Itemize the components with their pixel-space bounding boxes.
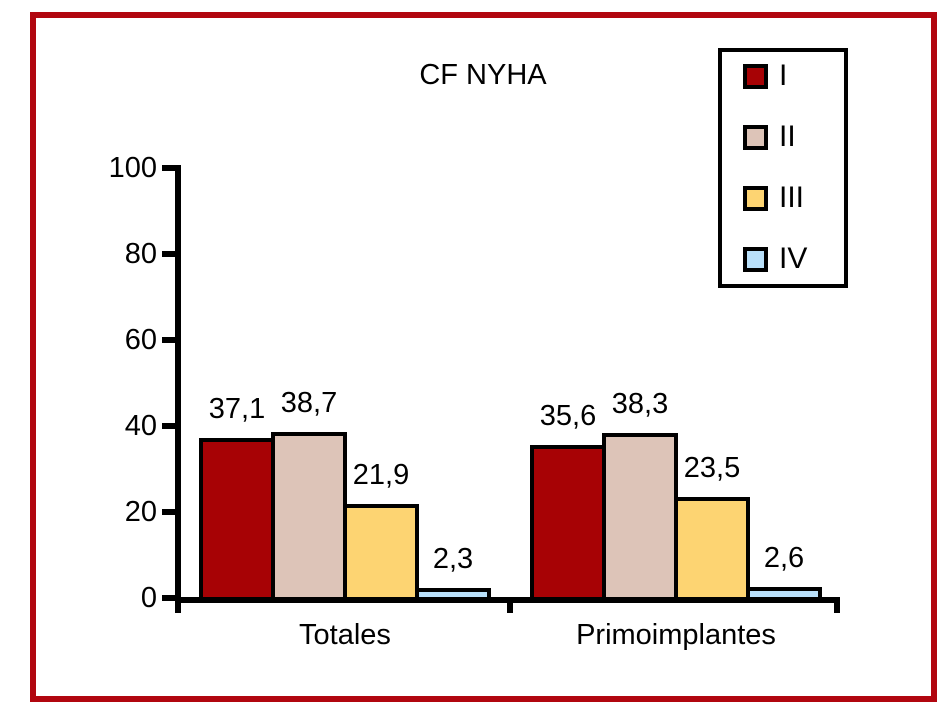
bar-ii-totales: [271, 432, 347, 601]
bar-i-primoimplantes: [530, 445, 606, 601]
category-label: Totales: [299, 619, 391, 651]
legend-swatch-ii: [743, 124, 768, 150]
legend-item-ii: II: [743, 120, 844, 153]
y-axis-line: [175, 165, 181, 613]
y-tick-label: 100: [108, 152, 157, 184]
y-tick: [162, 251, 177, 257]
value-label: 2,6: [763, 542, 805, 574]
legend-label: III: [779, 181, 805, 214]
bar-iii-totales: [343, 504, 419, 601]
y-tick-label: 60: [124, 324, 157, 356]
y-tick: [162, 165, 177, 171]
legend-label: II: [779, 120, 796, 153]
y-tick: [162, 595, 177, 601]
bar-iii-primoimplantes: [674, 497, 750, 601]
legend-swatch-i: [743, 63, 768, 89]
y-tick: [162, 509, 177, 515]
legend-swatch-iv: [743, 246, 768, 272]
value-label: 38,3: [611, 388, 669, 420]
x-tick: [834, 597, 840, 613]
legend-label: IV: [779, 242, 808, 275]
y-tick-label: 80: [124, 238, 157, 270]
value-label: 21,9: [352, 459, 410, 491]
bar-i-totales: [199, 438, 275, 601]
y-tick-label: 20: [124, 496, 157, 528]
value-label: 23,5: [683, 452, 741, 484]
legend-item-iv: IV: [743, 242, 844, 275]
legend-item-iii: III: [743, 181, 844, 214]
bar-iv-totales: [415, 588, 491, 601]
chart-title: CF NYHA: [419, 59, 547, 91]
legend-swatch-iii: [743, 185, 768, 211]
value-label: 38,7: [280, 387, 338, 419]
y-tick: [162, 337, 177, 343]
legend-item-i: I: [743, 59, 844, 92]
value-label: 2,3: [432, 543, 474, 575]
legend: I II III IV: [718, 48, 848, 288]
y-tick-label: 0: [140, 582, 157, 614]
y-tick: [162, 423, 177, 429]
category-label: Primoimplantes: [576, 619, 776, 651]
y-tick-label: 40: [124, 410, 157, 442]
bar-iv-primoimplantes: [746, 587, 822, 601]
legend-label: I: [779, 59, 788, 92]
value-label: 37,1: [208, 393, 266, 425]
x-tick: [507, 600, 513, 613]
value-label: 35,6: [539, 400, 597, 432]
